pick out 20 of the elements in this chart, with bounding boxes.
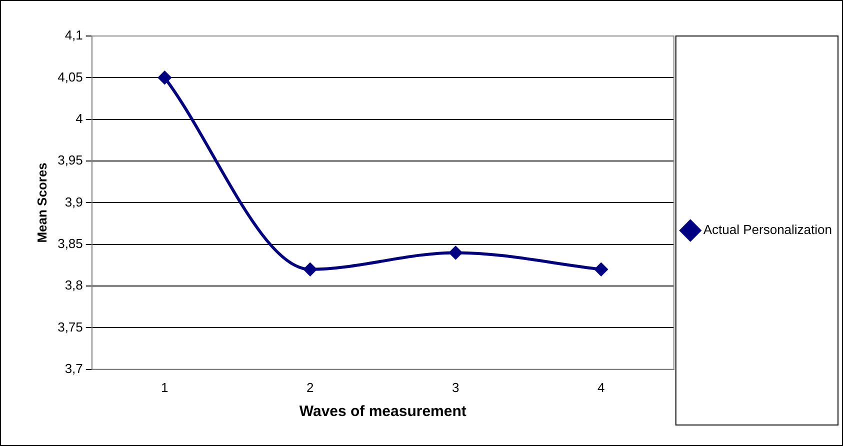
x-tick-label: 3 xyxy=(452,380,460,395)
y-tick-label: 3,8 xyxy=(64,278,83,293)
point xyxy=(304,262,317,276)
y-tick-label: 3,75 xyxy=(58,319,83,334)
point xyxy=(158,71,172,84)
x-axis-title: Waves of measurement xyxy=(299,403,466,420)
y-tick-label: 4,1 xyxy=(64,28,83,43)
y-tick-label: 3,95 xyxy=(58,152,83,168)
legend-label: Actual Personalization xyxy=(703,222,832,238)
y-tick-label: 4 xyxy=(76,110,83,126)
point xyxy=(594,262,608,276)
x-tick-label: 4 xyxy=(598,380,605,395)
x-tick-label: 1 xyxy=(161,380,168,395)
x-tick-label: 2 xyxy=(306,380,314,395)
y-tick-label: 3,85 xyxy=(58,236,83,251)
point xyxy=(449,246,462,260)
y-tick-label: 4,05 xyxy=(58,69,83,84)
y-axis-title: Mean Scores xyxy=(34,162,50,243)
y-tick-label: 3,7 xyxy=(64,360,83,376)
y-tick-label: 3,9 xyxy=(64,194,83,210)
